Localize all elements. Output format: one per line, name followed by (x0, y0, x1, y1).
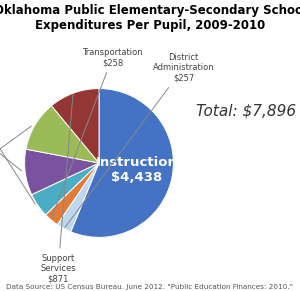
Wedge shape (26, 106, 99, 163)
Text: Transportation
$258: Transportation $258 (51, 48, 143, 219)
Wedge shape (57, 163, 99, 232)
Text: Other
$787: Other $787 (0, 127, 22, 171)
Wedge shape (46, 163, 99, 225)
Text: Oklahoma Public Elementary-Secondary School
Expenditures Per Pupil, 2009-2010: Oklahoma Public Elementary-Secondary Sch… (0, 4, 300, 32)
Wedge shape (52, 88, 99, 163)
Text: School
Administration
$416: School Administration $416 (0, 60, 35, 204)
Text: Facility Operations
& Maintenance
$869: Facility Operations & Maintenance $869 (0, 126, 32, 199)
Text: District
Administration
$257: District Administration $257 (65, 53, 214, 228)
Text: Instruction
$4,438: Instruction $4,438 (96, 157, 178, 184)
Wedge shape (25, 149, 99, 195)
Wedge shape (71, 88, 173, 237)
Text: Total: $7,896: Total: $7,896 (196, 103, 296, 118)
Wedge shape (32, 163, 99, 215)
Text: Data Source: US Census Bureau. June 2012. "Public Education Finances: 2010.": Data Source: US Census Bureau. June 2012… (6, 283, 293, 290)
Text: Support
Services
$871: Support Services $871 (40, 94, 76, 283)
